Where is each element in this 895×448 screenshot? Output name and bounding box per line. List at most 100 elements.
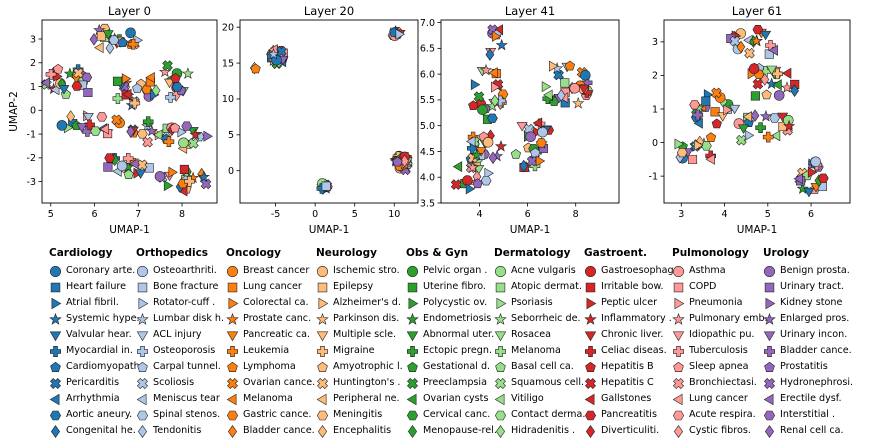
circle-icon <box>494 265 507 277</box>
legend-entry: Rosacea <box>494 327 585 343</box>
point <box>105 41 115 55</box>
legend-group-title: Pulmonology <box>672 247 749 259</box>
point <box>773 90 785 101</box>
point <box>188 137 199 149</box>
point <box>717 112 729 122</box>
point <box>400 154 409 168</box>
star-icon <box>584 312 597 325</box>
legend-entry-label: Chronic liver. <box>601 329 664 340</box>
point <box>768 44 778 56</box>
legend-entry-label: Meniscus tear <box>153 393 220 404</box>
legend-entry-label: Contact derma. <box>511 409 586 420</box>
point <box>99 123 109 135</box>
point <box>112 76 123 86</box>
legend-entry: Psoriasis <box>494 295 585 311</box>
point <box>537 126 548 138</box>
legend-entry: Atopic dermat. <box>494 279 585 295</box>
y-tick-label: 15 <box>222 58 234 69</box>
panel-0: Layer 0 5 6 7 8 -3 -2 -1 0 1 2 3 UMAP-1 UMAP-2 <box>8 4 218 236</box>
point <box>810 156 822 168</box>
point <box>96 112 108 122</box>
x-tick-label: -5 <box>271 209 280 220</box>
legend-entry-label: Rotator-cuff . <box>153 297 216 308</box>
hexagon-icon <box>49 410 62 420</box>
legend-entry: Bladder cance. <box>763 343 853 359</box>
legend-entry-label: Endometriosis <box>423 313 492 324</box>
legend-entry: Irritable bow. <box>584 279 677 295</box>
legend-entry: Arrhythmia <box>49 391 143 407</box>
legend-entry-label: Carpal tunnel. <box>153 361 221 372</box>
point <box>750 34 763 47</box>
legend-entry-label: Urinary incon. <box>780 329 848 340</box>
legend-entry: Hepatitis C <box>584 375 677 391</box>
point <box>701 96 711 106</box>
hexagon-icon <box>672 410 685 420</box>
legend-entry: Renal cell ca. <box>763 423 853 439</box>
legend-entry: Cervical canc. <box>406 407 497 423</box>
point <box>710 107 720 117</box>
point <box>129 158 139 170</box>
point <box>197 170 210 183</box>
point <box>145 71 155 84</box>
star-icon <box>672 312 685 325</box>
legend-entry-label: Prostate canc. <box>243 313 312 324</box>
legend-group-title: Obs & Gyn <box>406 247 469 259</box>
legend-entry: Breast cancer <box>226 263 315 279</box>
legend-group-title: Gastroent. <box>584 247 647 259</box>
point <box>484 167 494 179</box>
points-1 <box>250 25 413 195</box>
star-icon <box>226 312 239 325</box>
x-tick-label: 6 <box>808 209 814 220</box>
axes-frame-3 <box>663 19 851 204</box>
legend-entry: Urinary incon. <box>763 327 853 343</box>
y-tick-label: 6.5 <box>420 44 435 55</box>
point <box>145 124 158 137</box>
y-tick-label: 2 <box>30 58 36 69</box>
point <box>465 183 476 195</box>
point <box>90 126 101 136</box>
legend-entry: Migraine <box>316 343 403 359</box>
legend-entry-label: Valvular hear. <box>66 329 132 340</box>
legend-entry-label: Bladder cance. <box>243 425 315 436</box>
point <box>772 79 782 91</box>
point <box>803 187 815 198</box>
diamond-icon <box>673 424 684 438</box>
x-icon <box>137 377 148 389</box>
legend-entry: Acute respira. <box>672 407 768 423</box>
figure: Layer 0 5 6 7 8 -3 -2 -1 0 1 2 3 UMAP-1 UMAP-2 Layer 2… <box>8 4 851 236</box>
point <box>40 77 50 89</box>
y-tick-label: 3 <box>652 37 658 48</box>
point <box>472 178 483 189</box>
triangle-down-icon <box>49 331 62 341</box>
legend-group: Urology Benign prosta. Urinary tract. Kidne… <box>763 245 853 439</box>
star-icon <box>406 312 419 325</box>
triangle-right-icon <box>674 297 685 309</box>
legend-group-title: Cardiology <box>49 247 113 259</box>
legend-entry-label: Peripheral ne. <box>333 393 400 404</box>
legend-entry-label: Osteoarthriti. <box>153 265 217 276</box>
triangle-down-icon <box>494 331 507 341</box>
legend-entry: Pulmonary emb. <box>672 311 768 327</box>
axes-frame-0 <box>41 19 218 204</box>
legend-entry: Colorectal ca. <box>226 295 315 311</box>
point <box>127 38 139 50</box>
legend-entry: Kidney stone <box>763 295 853 311</box>
legend-group: Cardiology Coronary arte. Heart failure Atr… <box>49 245 143 439</box>
legend-entry: Prostatitis <box>763 359 853 375</box>
legend-entry-label: Gastric cance. <box>243 409 312 420</box>
point <box>780 81 794 93</box>
point <box>578 84 590 95</box>
point <box>793 173 803 185</box>
panel-title: Layer 20 <box>304 4 354 18</box>
legend-entry: Peptic ulcer <box>584 295 677 311</box>
legend-entry: Alzheimer's d. <box>316 295 403 311</box>
legend-entry: Benign prosta. <box>763 263 853 279</box>
legend-group-title: Neurology <box>316 247 377 259</box>
legend-entry: Multiple scle. <box>316 327 403 343</box>
point <box>137 129 148 139</box>
point <box>490 94 500 108</box>
legend-entry-label: Huntington's . <box>333 377 401 388</box>
legend-entry-label: Idiopathic pu. <box>689 329 755 340</box>
legend-entry-label: Hydronephrosi. <box>780 377 854 388</box>
point <box>475 147 487 157</box>
